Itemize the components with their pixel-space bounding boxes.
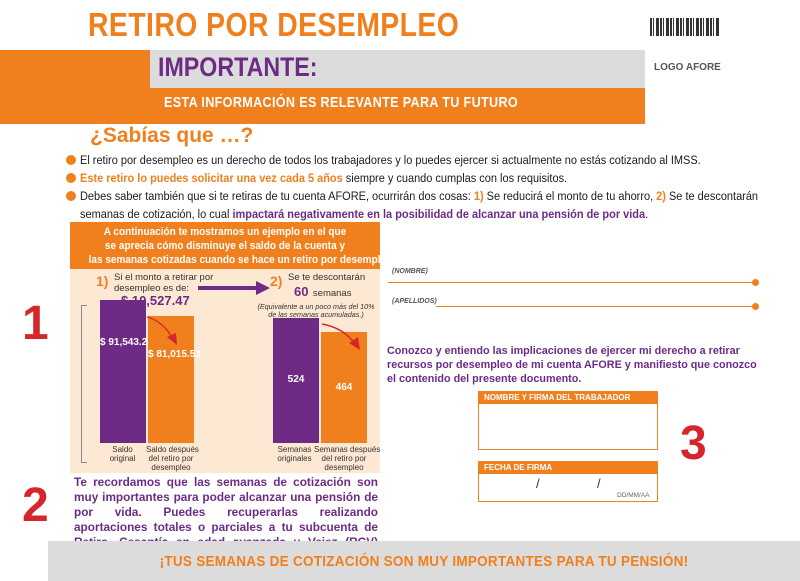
step-2-note: (Equivalente a un poco más del 10% de las… bbox=[256, 303, 376, 319]
date-separator: / bbox=[597, 476, 601, 491]
signature-box[interactable]: NOMBRE Y FIRMA DEL TRABAJADOR bbox=[478, 391, 658, 450]
bullet-3-line2-end: . bbox=[645, 207, 649, 221]
step-1-number: 1) bbox=[96, 273, 109, 289]
name-line-dot bbox=[752, 279, 759, 286]
bullet-icon bbox=[66, 173, 76, 183]
bullet-3-start: Debes saber también que si te retiras de… bbox=[80, 189, 474, 203]
marker-two: 2 bbox=[22, 479, 49, 532]
chart-bar bbox=[273, 318, 319, 443]
bracket-line bbox=[81, 305, 87, 463]
bullet-3-num-2: 2) bbox=[656, 189, 666, 203]
chart-bar bbox=[100, 300, 146, 443]
marker-three: 3 bbox=[680, 417, 707, 470]
important-box bbox=[150, 50, 645, 88]
bullet-3-mid-2: Se te descontarán bbox=[665, 189, 759, 203]
bullet-text-1: El retiro por desempleo es un derecho de… bbox=[80, 153, 701, 167]
bar-label-saldo-original: Saldo original bbox=[109, 445, 136, 463]
date-format-hint: DD/MM/AA bbox=[617, 492, 650, 499]
bullet-2-rest: siempre y cuando cumplas con los requisi… bbox=[342, 171, 568, 185]
surname-label: (APELLIDOS) bbox=[392, 298, 437, 305]
bullet-text-2: Este retiro lo puedes solicitar una vez … bbox=[80, 168, 567, 188]
name-input[interactable] bbox=[388, 282, 756, 283]
bar-label-semanas-originales: Semanas originales bbox=[277, 445, 312, 463]
step-2-weeks-unit: semanas bbox=[312, 288, 352, 299]
bullet-2-highlight: Este retiro lo puedes solicitar una vez … bbox=[80, 171, 343, 185]
bullet-3-mid-1: Se reducirá el monto de tu ahorro, bbox=[483, 189, 657, 203]
arrow-down-icon bbox=[146, 316, 177, 345]
weeks-chart: 524 464 bbox=[273, 318, 373, 443]
bullet-3-num-1: 1) bbox=[473, 189, 484, 203]
signature-label: NOMBRE Y FIRMA DEL TRABAJADOR bbox=[478, 391, 658, 404]
example-header bbox=[70, 222, 380, 269]
balance-chart: $ 91,543.24 $ 81,015.53 bbox=[100, 300, 201, 443]
name-label: (NOMBRE) bbox=[392, 268, 428, 275]
step-2-text: Se te descontarán bbox=[288, 272, 366, 283]
step-2-note-a: (Equivalente a un poco más del 10% bbox=[257, 302, 375, 311]
intro-heading: ¿Sabías que …? bbox=[90, 124, 254, 147]
example-header-line-1: A continuación te mostramos un ejemplo e… bbox=[103, 226, 347, 238]
date-label: FECHA DE FIRMA bbox=[478, 461, 658, 474]
date-field[interactable]: / / DD/MM/AA bbox=[478, 474, 658, 502]
bar-label-semanas-despues: Semanas después del retiro por desempleo bbox=[314, 445, 381, 472]
step-2-note-b: de las semanas acumuladas.) bbox=[268, 310, 364, 319]
afore-logo: LOGO AFORE bbox=[654, 62, 721, 73]
step-2-weeks-value: 60 bbox=[294, 284, 309, 299]
bullet-3-line2-highlight: impactará negativamente en la posibilida… bbox=[232, 207, 646, 221]
step-2-weeks: 60 semanas bbox=[294, 283, 351, 301]
important-subtitle: ESTA INFORMACIÓN ES RELEVANTE PARA TU FU… bbox=[164, 94, 519, 111]
step-1-text-b: desempleo es de: bbox=[114, 283, 189, 294]
surname-input[interactable] bbox=[436, 306, 756, 307]
bullet-icon bbox=[66, 155, 76, 165]
bullet-3-line2-start: semanas de cotización, lo cual bbox=[80, 207, 233, 221]
step-2-number: 2) bbox=[270, 273, 283, 289]
bar-label-saldo-despues: Saldo después del retiro por desempleo bbox=[146, 445, 199, 472]
bullet-text-3-line-2: semanas de cotización, lo cual impactará… bbox=[80, 204, 648, 224]
bullet-text-3: Debes saber también que si te retiras de… bbox=[80, 186, 758, 206]
step-1-text-a: Si el monto a retirar por bbox=[114, 272, 214, 283]
arrow-right-icon bbox=[198, 281, 270, 295]
signature-field[interactable] bbox=[478, 404, 658, 450]
chart-bar-value: $ 91,543.24 bbox=[100, 337, 153, 348]
arrow-down-icon bbox=[321, 323, 360, 350]
chart-bar-value: 524 bbox=[287, 374, 305, 385]
footer-text: ¡TUS SEMANAS DE COTIZACIÓN SON MUY IMPOR… bbox=[159, 553, 689, 570]
chart-bar-value: $ 81,015.53 bbox=[148, 349, 201, 360]
page-title: RETIRO POR DESEMPLEO bbox=[88, 6, 460, 43]
chart-bar bbox=[321, 332, 367, 443]
barcode-icon bbox=[650, 18, 720, 36]
marker-one: 1 bbox=[22, 297, 49, 350]
example-header-line-3: las semanas cotizadas cuando se hace un … bbox=[88, 254, 393, 266]
date-separator: / bbox=[536, 476, 540, 491]
consent-text: Conozco y entiendo las implicaciones de … bbox=[387, 345, 757, 385]
important-heading: IMPORTANTE: bbox=[158, 52, 318, 82]
surname-line-dot bbox=[752, 303, 759, 310]
footer-band bbox=[48, 541, 800, 581]
bullet-icon bbox=[66, 191, 76, 201]
date-box[interactable]: FECHA DE FIRMA / / DD/MM/AA bbox=[478, 461, 658, 502]
chart-bar-value: 464 bbox=[335, 382, 353, 393]
example-header-line-2: se aprecia cómo disminuye el saldo de la… bbox=[104, 240, 346, 252]
